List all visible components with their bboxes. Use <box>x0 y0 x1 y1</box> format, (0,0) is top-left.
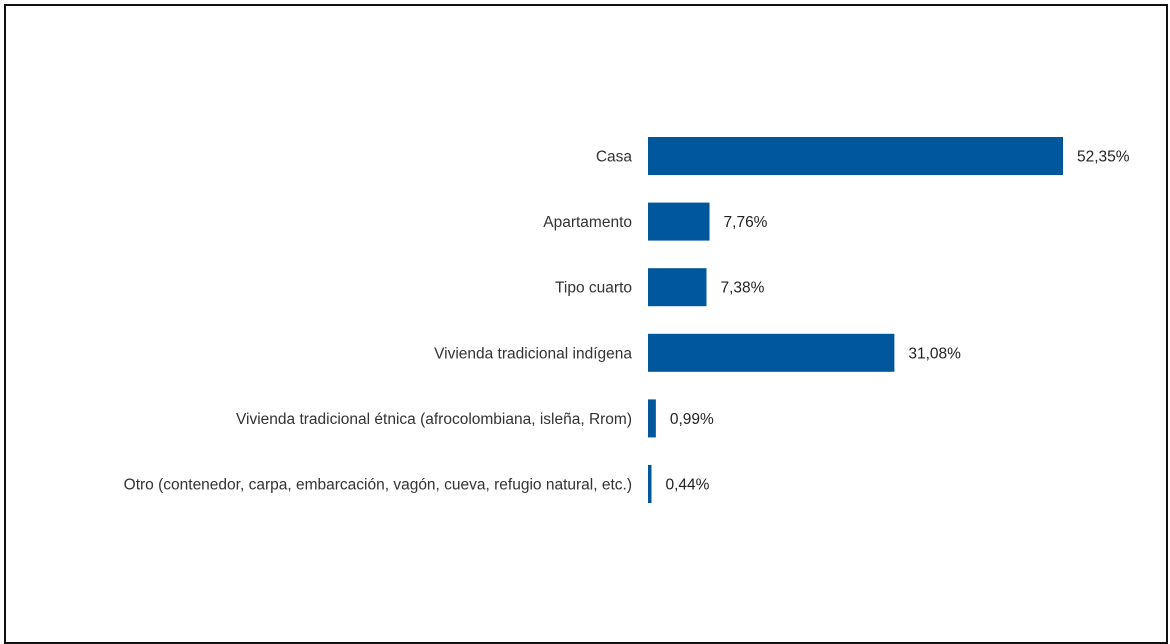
value-label: 52,35% <box>1077 149 1130 166</box>
value-label: 31,08% <box>908 345 961 362</box>
bar <box>648 202 710 241</box>
bar <box>648 333 895 372</box>
category-label: Casa <box>596 149 633 166</box>
value-label: 7,76% <box>724 214 768 231</box>
bar-chart: Casa Apartamento Tipo cuarto Vivienda tradi… <box>124 137 1130 503</box>
value-labels: 52,35% 7,76% 7,38% 31,08% 0,99% 0,44% <box>665 149 1129 494</box>
bar <box>648 137 1063 175</box>
category-label: Otro (contenedor, carpa, embarcación, va… <box>124 477 632 494</box>
bars <box>648 137 1063 503</box>
category-label: Vivienda tradicional indígena <box>434 345 632 362</box>
category-label: Tipo cuarto <box>555 280 632 297</box>
category-label: Apartamento <box>543 214 632 231</box>
bar <box>648 268 707 307</box>
value-label: 7,38% <box>721 280 765 297</box>
bar <box>648 399 656 438</box>
value-label: 0,99% <box>670 411 714 428</box>
bar <box>648 465 652 503</box>
value-label: 0,44% <box>665 477 709 494</box>
chart-frame <box>4 4 1168 644</box>
category-label: Vivienda tradicional étnica (afrocolombi… <box>236 411 632 428</box>
category-labels: Casa Apartamento Tipo cuarto Vivienda tradi… <box>124 149 633 494</box>
